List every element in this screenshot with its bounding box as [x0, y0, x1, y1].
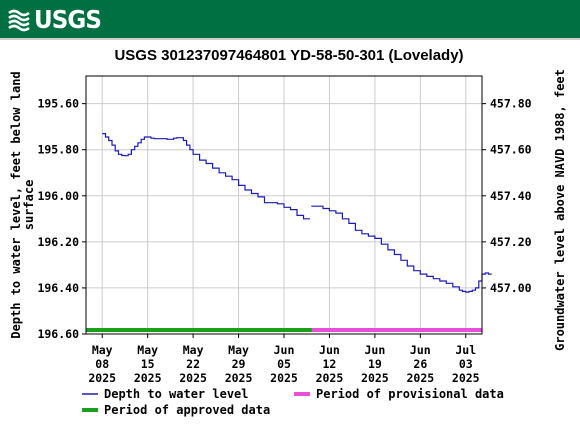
x-tick-label: 03 — [459, 357, 473, 371]
series-line-depth-to-water — [102, 133, 310, 220]
y-right-tick-label: 457.20 — [490, 235, 532, 249]
series-line-depth-to-water — [311, 205, 492, 293]
x-tick-label: May — [137, 343, 158, 357]
x-tick-label: 05 — [277, 357, 291, 371]
legend: Depth to water level Period of provisiona… — [82, 387, 504, 417]
y-left-tick-label: 195.80 — [37, 143, 79, 157]
x-tick-label: May — [183, 343, 204, 357]
y-left-tick-label: 196.60 — [37, 327, 79, 341]
y-axis-right-label: Groundwater level above NAVD 1988, feet — [553, 69, 567, 351]
x-tick-label: 29 — [232, 357, 246, 371]
legend-label: Depth to water level — [104, 387, 249, 401]
legend-label: Period of provisional data — [316, 387, 504, 401]
usgs-wave-logo-icon — [6, 6, 32, 32]
x-tick-label: Jun — [364, 343, 385, 357]
x-axis-ticks: May082025May152025May222025May292025Jun0… — [88, 334, 480, 385]
x-tick-label: Jun — [319, 343, 340, 357]
chart-title: USGS 301237097464801 YD-58-50-301 (Lovel… — [114, 47, 463, 64]
x-tick-label: May — [228, 343, 249, 357]
x-tick-label: 2025 — [88, 371, 116, 385]
grid-lines — [86, 76, 482, 335]
y-right-tick-label: 457.40 — [490, 189, 532, 203]
x-tick-label: Jul — [455, 343, 476, 357]
x-tick-label: 2025 — [452, 371, 480, 385]
usgs-logo[interactable]: USGS — [6, 4, 107, 34]
x-tick-label: May — [92, 343, 113, 357]
y-left-tick-label: 195.60 — [37, 97, 79, 111]
y-left-tick-label: 196.00 — [37, 189, 79, 203]
x-tick-label: Jun — [410, 343, 431, 357]
x-tick-label: 08 — [95, 357, 109, 371]
usgs-header-bar: USGS — [0, 0, 580, 40]
y-left-tick-label: 196.40 — [37, 281, 79, 295]
x-tick-label: 22 — [186, 357, 200, 371]
y-left-tick-label: 196.20 — [37, 235, 79, 249]
x-tick-label: 2025 — [225, 371, 253, 385]
y-axis-left-ticks: 195.60 195.80 196.00 196.20 196.40 196.60 — [37, 97, 86, 341]
y-right-tick-label: 457.00 — [490, 281, 532, 295]
x-tick-label: 26 — [413, 357, 427, 371]
legend-label: Period of approved data — [104, 403, 270, 417]
y-axis-left-label-line2: surface — [22, 180, 36, 231]
x-tick-label: 2025 — [179, 371, 207, 385]
x-tick-label: 15 — [141, 357, 155, 371]
y-right-tick-label: 457.60 — [490, 143, 532, 157]
y-axis-left-label: Depth to water level, feet below land — [9, 71, 23, 338]
x-tick-label: 12 — [323, 357, 337, 371]
x-tick-label: 2025 — [406, 371, 434, 385]
x-tick-label: 2025 — [270, 371, 298, 385]
x-tick-label: 2025 — [134, 371, 162, 385]
x-tick-label: 2025 — [316, 371, 344, 385]
usgs-logo-text: USGS — [34, 4, 102, 34]
x-tick-label: Jun — [274, 343, 295, 357]
x-tick-label: 2025 — [361, 371, 389, 385]
series-lines — [102, 133, 492, 293]
x-tick-label: 19 — [368, 357, 382, 371]
y-right-tick-label: 457.80 — [490, 97, 532, 111]
y-axis-right-ticks: 457.80 457.60 457.40 457.20 457.00 — [482, 97, 532, 295]
